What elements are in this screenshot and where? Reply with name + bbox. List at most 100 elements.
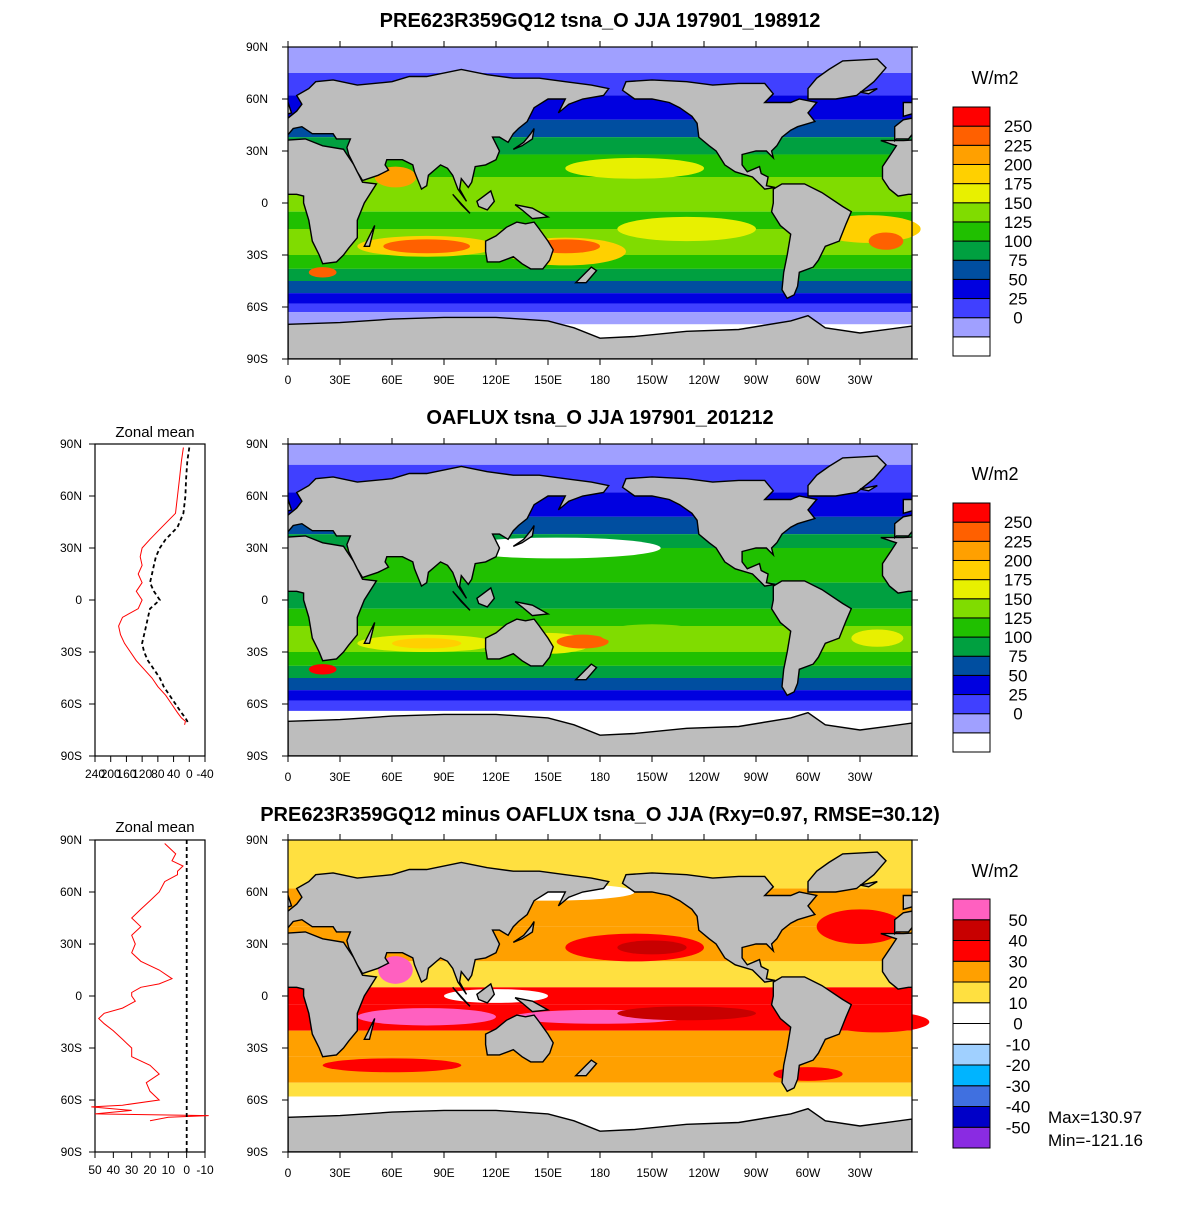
colorbar-box [952,713,991,734]
max-label: Max=130.97 [1048,1108,1142,1127]
ocean-blob [617,216,757,242]
continent [621,872,818,983]
zonal-y-tick-label: 60S [61,1093,82,1107]
x-tick-label: 90E [433,373,454,387]
x-tick-label: 150E [534,1166,562,1180]
zonal-series-line [118,447,186,725]
colorbar-label: 10 [1009,994,1028,1013]
continent [288,711,912,756]
zonal-y-tick-label: 90S [61,749,82,763]
continent [574,663,598,681]
colorbar-box [952,598,991,619]
continents-layer [288,851,912,1152]
zonal-y-tick-label: 30S [61,645,82,659]
ocean-band [288,281,912,294]
ocean-blob [452,537,661,559]
y-tick-label: 60S [247,300,268,314]
colorbar-box [952,144,991,165]
ocean-band [288,268,912,281]
panel3-axes: 0 30E 60E 90E 120E 150E 180 150W 120W 90W 60W 30W 90… [246,833,918,1180]
continent [288,314,912,359]
ocean-blob [617,1006,757,1021]
y-tick-label: 90N [246,833,268,847]
colorbar-label: 100 [1004,232,1032,251]
colorbar-box [952,1002,991,1024]
y-tick-label: 30S [247,645,268,659]
x-tick-label: 0 [285,1166,292,1180]
colorbar-label: -40 [1006,1098,1031,1117]
continent [621,476,818,587]
colorbar-label: 0 [1013,309,1022,328]
y-tick-label: 60N [246,489,268,503]
ocean-band [288,700,912,711]
x-tick-label: 60W [796,373,821,387]
colorbar-label: 75 [1009,251,1028,270]
continent [807,58,887,100]
zonal-y-tick-label: 90N [60,437,82,451]
colorbar-label: 50 [1009,666,1028,685]
colorbar-box [952,317,991,338]
zonal-x-tick-label: 40 [167,767,181,781]
ocean-blob [556,634,609,649]
colorbar-label: 50 [1009,911,1028,930]
ocean-band [288,47,912,73]
colorbar-label: 0 [1013,705,1022,724]
colorbar-label: 30 [1009,952,1028,971]
y-tick-label: 0 [261,593,268,607]
colorbar-box [952,163,991,185]
y-tick-label: 30S [247,248,268,262]
continent [288,498,293,512]
colorbar-box [952,981,991,1004]
colorbar-box [952,298,991,319]
x-tick-label: 60E [381,770,402,784]
continent [807,851,887,893]
colorbar-box [952,1023,991,1045]
x-tick-label: 90E [433,770,454,784]
y-tick-label: 60N [246,92,268,106]
continent [902,894,912,911]
zonal-y-tick-label: 30N [60,937,82,951]
continent [902,498,912,515]
colorbar-label: 200 [1004,155,1032,174]
x-tick-label: 120E [482,770,510,784]
x-tick-label: 180 [590,373,610,387]
colorbar-box [952,240,991,261]
colorbar-box [952,1064,991,1087]
colorbar-box [952,259,991,280]
colorbar-box [952,202,991,223]
continent [288,68,610,202]
zonal-y-tick-label: 60N [60,489,82,503]
colorbar-box [952,336,991,357]
x-tick-label: 180 [590,770,610,784]
ocean-band [288,665,912,678]
y-tick-label: 90S [247,749,268,763]
x-tick-label: 90W [744,770,769,784]
continents-layer [288,58,912,359]
continent [574,266,598,284]
continent [288,465,610,599]
continent [880,536,912,594]
colorbar-box [952,960,991,983]
continent [484,1014,554,1063]
colorbar-box [952,221,991,242]
x-tick-label: 30E [329,373,350,387]
colorbar-label: 25 [1009,290,1028,309]
x-tick-label: 30E [329,1166,350,1180]
colorbar-box [952,636,991,657]
continent [288,931,378,1058]
colorbar-box [952,898,991,921]
colorbar-box [952,540,991,561]
zonal-y-tick-label: 0 [75,593,82,607]
ocean-band [288,690,912,701]
colorbar-box [952,1106,991,1128]
ocean-blob [357,1008,496,1026]
x-tick-label: 120E [482,373,510,387]
zonal-series-line [91,843,209,1122]
zonal-y-tick-label: 60S [61,697,82,711]
colorbar-label: 40 [1009,932,1028,951]
colorbar-box [952,125,991,146]
panel1-axes: 0 30E 60E 90E 120E 150E 180 150W 120W 90W 60W 30W 90… [246,40,918,387]
colorbar-box [952,732,991,753]
